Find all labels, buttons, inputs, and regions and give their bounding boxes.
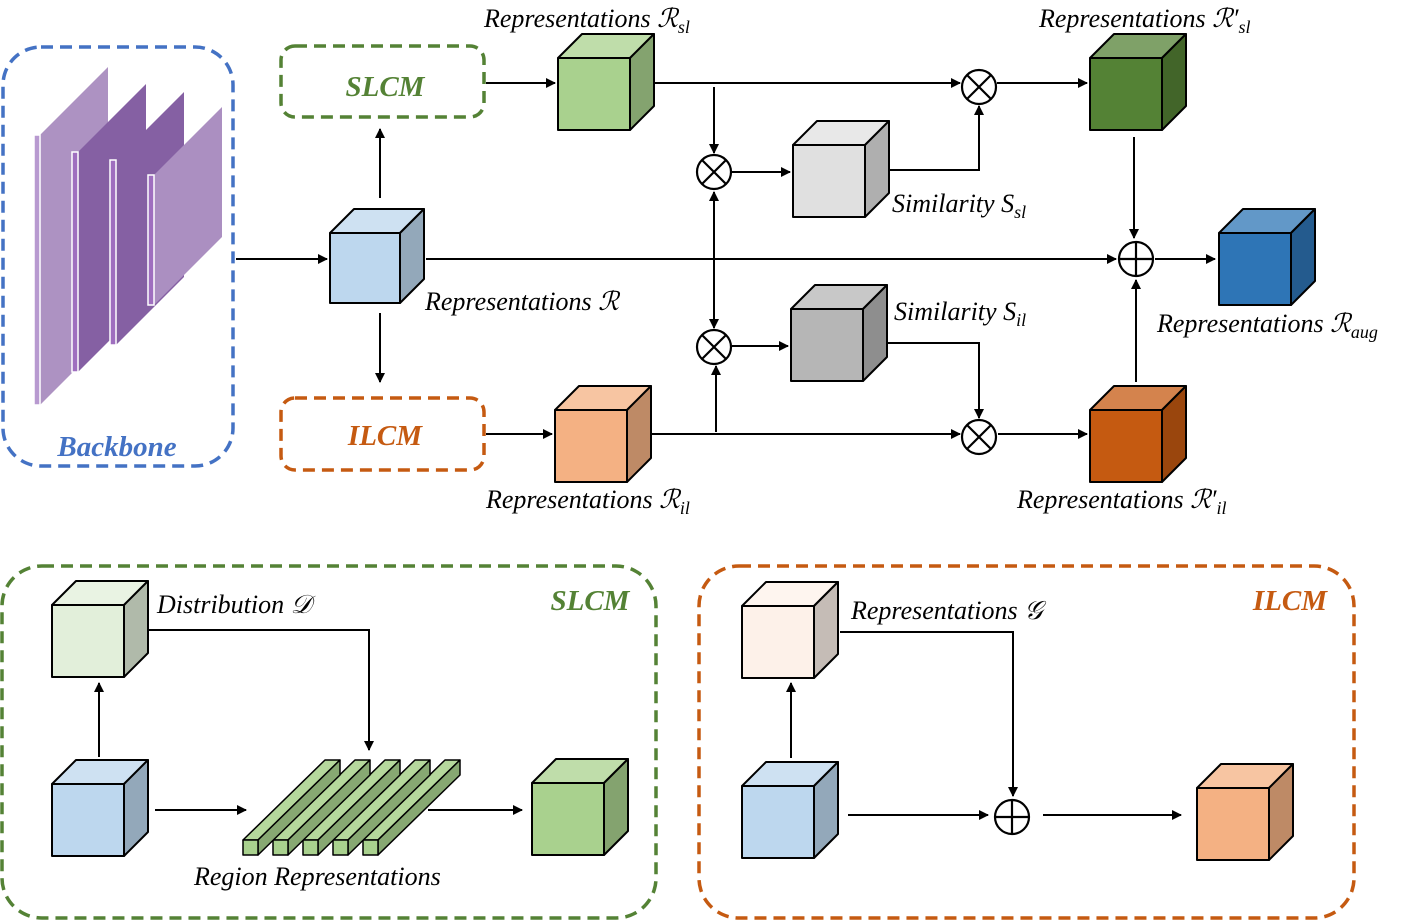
cube-slcm-output xyxy=(531,758,629,856)
ilcm-detail-title: ILCM xyxy=(1252,585,1328,617)
cube-representations-ril xyxy=(554,385,652,483)
multiply-operator-icon xyxy=(960,68,998,106)
label-distribution: Distribution 𝒟 xyxy=(156,590,316,619)
label-raug: Representations ℛaug xyxy=(1156,309,1378,342)
label-sil: Similarity Sil xyxy=(894,297,1026,330)
slcm-detail-title: SLCM xyxy=(551,585,631,617)
backbone-label: Backbone xyxy=(56,431,176,463)
cube-representations-r xyxy=(329,208,425,304)
label-ril: Representations ℛil xyxy=(485,485,690,518)
backbone-box xyxy=(1,45,235,468)
arrows xyxy=(94,78,1216,820)
arrow xyxy=(840,631,1018,797)
backbone-feature-maps xyxy=(33,67,222,406)
label-r: Representations ℛ xyxy=(424,287,621,316)
ilcm-box xyxy=(279,396,486,472)
arrow xyxy=(888,342,984,419)
feature-map-edge xyxy=(147,174,155,306)
arrow xyxy=(149,629,374,751)
cube-ilcm-input xyxy=(741,761,839,859)
feature-map-edge xyxy=(33,134,41,406)
region-bar xyxy=(302,759,401,856)
arrow xyxy=(889,105,984,171)
cube-representations-rsl-prime xyxy=(1089,33,1187,131)
label-rsl: Representations ℛsl xyxy=(483,4,690,37)
feature-map-layer xyxy=(154,107,222,305)
ilcm-module-label: ILCM xyxy=(347,420,423,452)
add-operator-icon xyxy=(993,798,1031,836)
cube-similarity-ssl xyxy=(792,120,890,218)
cube-distribution-d xyxy=(51,580,149,678)
cube-slcm-input xyxy=(51,759,149,857)
label-rsl-prime: Representations ℛ′sl xyxy=(1038,4,1251,37)
multiply-operator-icon xyxy=(960,418,998,456)
add-operator-icon xyxy=(1117,240,1155,278)
label-ssl: Similarity Ssl xyxy=(892,189,1026,222)
cube-representations-ril-prime xyxy=(1089,385,1187,483)
cube-representations-g xyxy=(741,581,839,679)
slcm-detail-box xyxy=(0,564,658,920)
slcm-module-label: SLCM xyxy=(346,71,426,103)
feature-map-edge xyxy=(109,159,117,346)
cube-ilcm-output xyxy=(1196,763,1294,861)
label-ril-prime: Representations ℛ′il xyxy=(1016,485,1227,518)
multiply-operator-icon xyxy=(695,328,733,366)
label-g: Representations 𝒢 xyxy=(850,596,1047,625)
ilcm-detail-box xyxy=(697,564,1356,920)
region-representation-bars xyxy=(242,759,461,856)
region-bar xyxy=(242,759,341,856)
label-region-representations: Region Representations xyxy=(193,862,441,891)
multiply-operator-icon xyxy=(695,153,733,191)
region-bar xyxy=(332,759,431,856)
cube-similarity-sil xyxy=(790,284,888,382)
feature-map-edge xyxy=(71,151,79,373)
cube-representations-raug xyxy=(1218,208,1316,306)
slcm-box xyxy=(279,44,486,119)
cube-representations-rsl xyxy=(557,33,655,131)
